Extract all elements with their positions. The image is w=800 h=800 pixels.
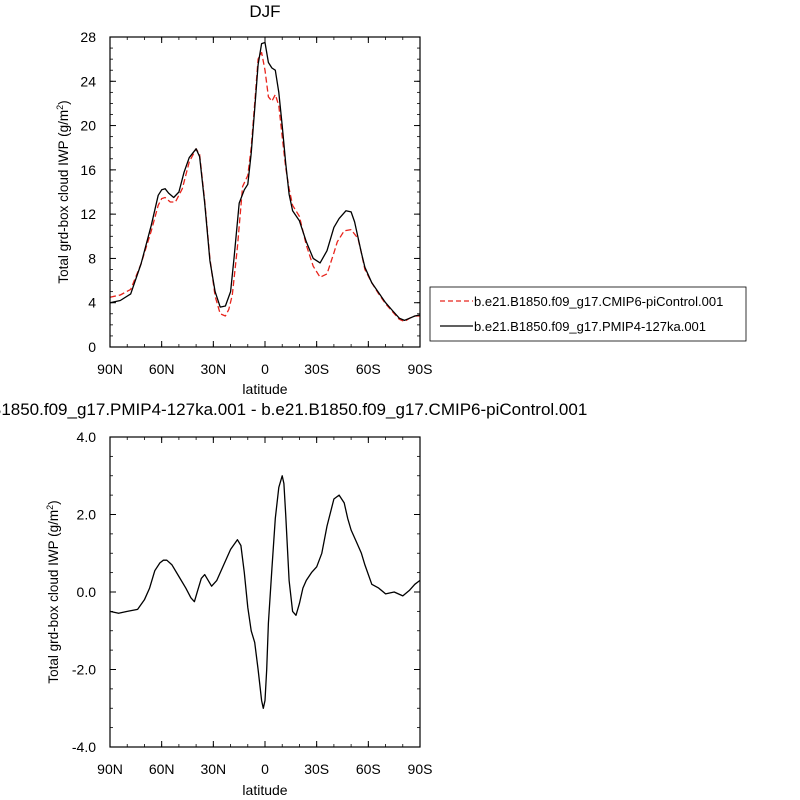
series-lines xyxy=(109,475,421,709)
x-tick-labels: 90N 60N 30N 0 30S 60S 90S xyxy=(97,361,432,377)
y-tick-label: 20 xyxy=(80,118,96,134)
series-lines xyxy=(109,41,421,323)
djf-difference-panel: b.e21.B1850.f09_g17.PMIP4-127ka.001 - b.… xyxy=(0,400,587,798)
y-axis-label-superscript: 2 xyxy=(45,505,55,510)
panel-title: DJF xyxy=(249,2,280,21)
y-tick-label: -2.0 xyxy=(72,662,96,678)
legend-box xyxy=(429,286,747,342)
x-tick-label: 60S xyxy=(356,361,381,377)
x-tick-label: 90N xyxy=(97,761,123,777)
x-tick-label: 0 xyxy=(261,361,269,377)
series-line-2 xyxy=(109,41,421,322)
y-tick-label: 12 xyxy=(80,206,96,222)
legend-label-picontrol: b.e21.B1850.f09_g17.CMIP6-piControl.001 xyxy=(474,294,723,309)
panel-title: b.e21.B1850.f09_g17.PMIP4-127ka.001 - b.… xyxy=(0,400,587,419)
series-line-1 xyxy=(109,51,420,323)
y-tick-label: -4.0 xyxy=(72,739,96,755)
y-tick-labels: 0 4 8 12 16 20 24 28 xyxy=(80,29,96,355)
y-axis-label-close: ) xyxy=(56,100,71,105)
y-axis-label-close: ) xyxy=(46,500,61,505)
x-tick-label: 30N xyxy=(200,361,226,377)
x-tick-label: 60S xyxy=(356,761,381,777)
y-axis-label: Total grd-box cloud IWP (g/m2) xyxy=(45,500,61,683)
y-tick-label: 0.0 xyxy=(77,584,97,600)
y-tick-label: 4 xyxy=(88,295,96,311)
x-tick-label: 60N xyxy=(149,361,175,377)
plot-frame xyxy=(109,36,421,348)
y-tick-label: 2.0 xyxy=(77,507,97,523)
y-tick-label: 16 xyxy=(80,162,96,178)
y-tick-label: 4.0 xyxy=(77,429,97,445)
series-line-1 xyxy=(109,475,421,709)
y-tick-label: 28 xyxy=(80,29,96,45)
y-axis-label: Total grd-box cloud IWP (g/m2) xyxy=(55,100,71,283)
x-axis-label: latitude xyxy=(242,782,287,798)
y-tick-label: 0 xyxy=(88,339,96,355)
djf-means-panel: DJF 90N 60N 30N 0 30S 60S 90S 0 4 8 12 16 20 24 28 la… xyxy=(55,2,747,397)
x-axis-label: latitude xyxy=(242,381,287,397)
x-tick-label: 90S xyxy=(408,361,433,377)
y-axis-label-main: Total grd-box cloud IWP (g/m xyxy=(46,510,61,684)
x-tick-labels: 90N 60N 30N 0 30S 60S 90S xyxy=(97,761,432,777)
x-tick-label: 90S xyxy=(408,761,433,777)
y-tick-label: 8 xyxy=(88,250,96,266)
x-tick-label: 30N xyxy=(200,761,226,777)
legend: b.e21.B1850.f09_g17.CMIP6-piControl.001 … xyxy=(429,286,747,342)
x-tick-label: 30S xyxy=(304,761,329,777)
axis-ticks xyxy=(109,436,421,748)
axis-ticks xyxy=(109,36,421,348)
x-tick-label: 0 xyxy=(261,761,269,777)
x-tick-label: 90N xyxy=(97,361,123,377)
y-axis-label-main: Total grd-box cloud IWP (g/m xyxy=(56,110,71,284)
legend-label-127ka: b.e21.B1850.f09_g17.PMIP4-127ka.001 xyxy=(474,319,706,334)
y-tick-labels: -4.0 -2.0 0.0 2.0 4.0 xyxy=(72,429,96,755)
x-tick-label: 30S xyxy=(304,361,329,377)
y-tick-label: 24 xyxy=(80,73,96,89)
y-axis-label-superscript: 2 xyxy=(55,105,65,110)
x-tick-label: 60N xyxy=(149,761,175,777)
